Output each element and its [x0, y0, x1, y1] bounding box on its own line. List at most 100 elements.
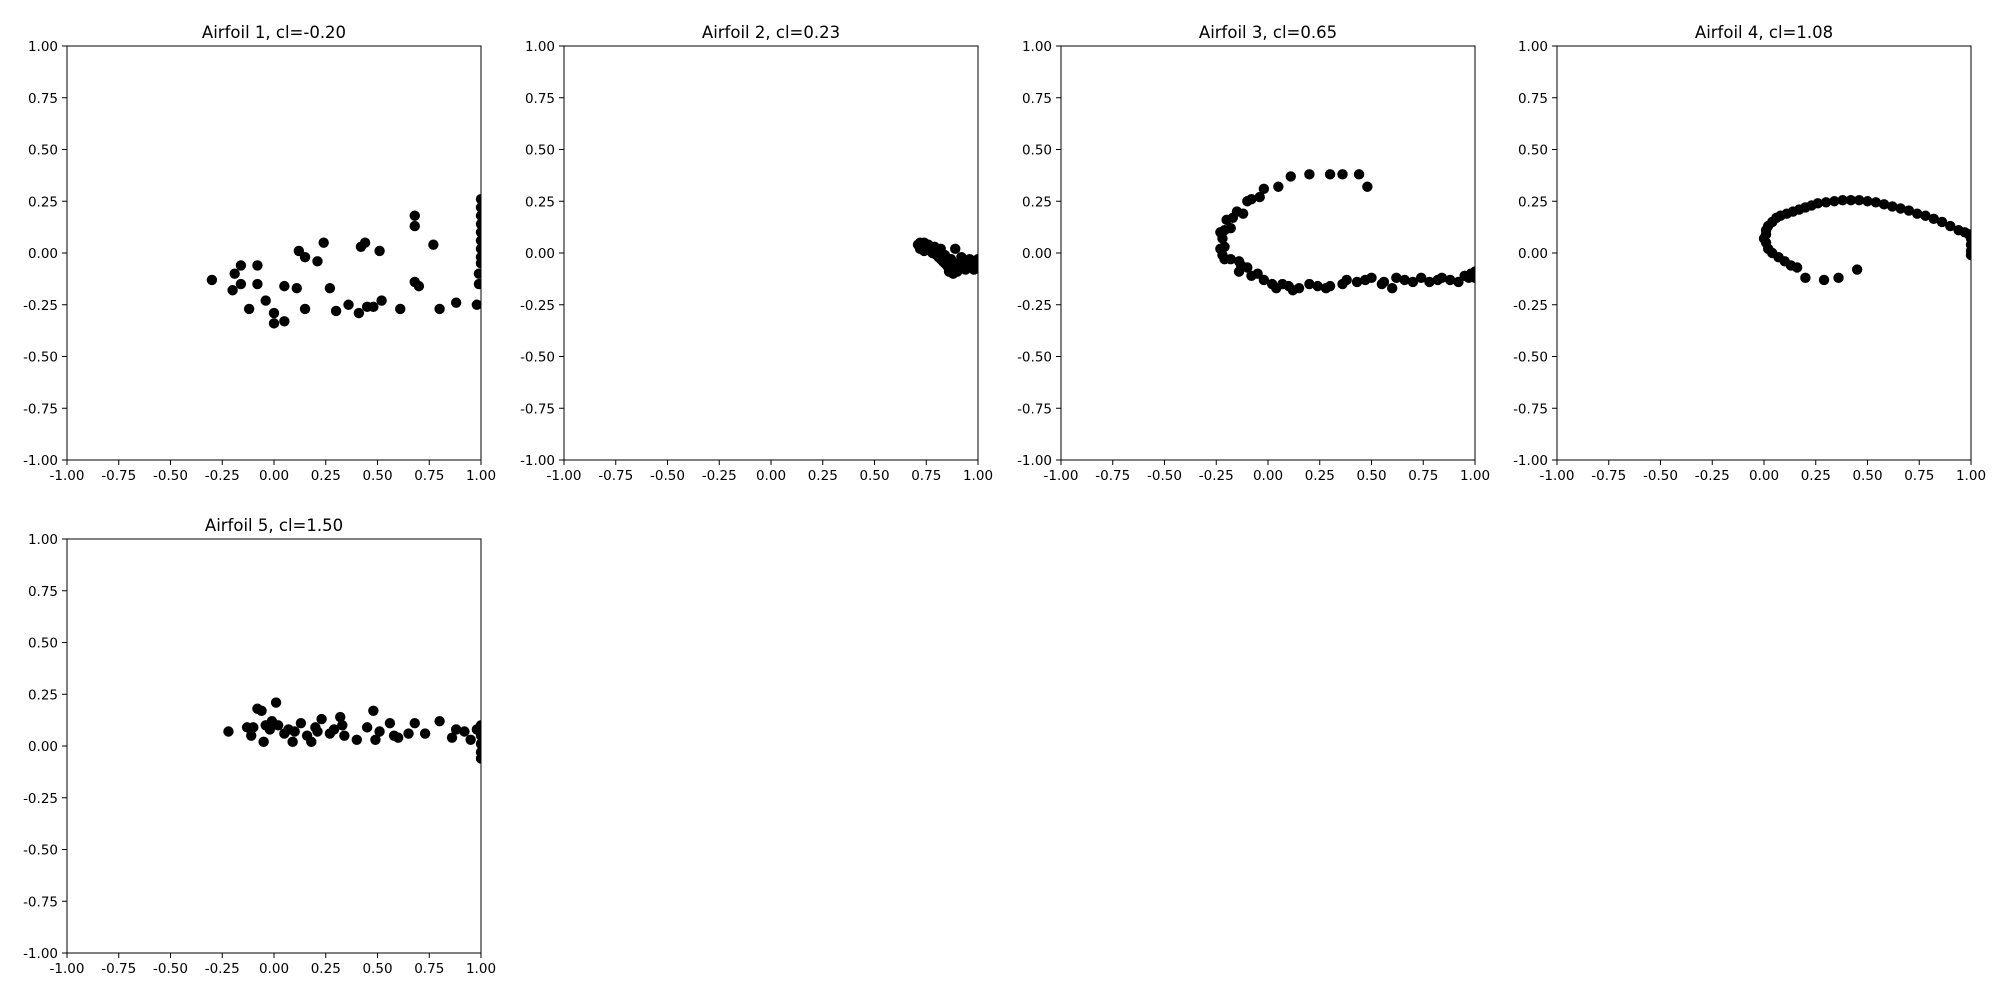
data-point [374, 245, 385, 257]
x-tick-label: -0.50 [153, 468, 188, 484]
data-point [1818, 274, 1830, 286]
data-point [450, 724, 462, 735]
data-point [943, 264, 955, 275]
y-tick-label: 0.75 [28, 91, 58, 107]
y-tick-label: 1.00 [1022, 39, 1052, 55]
y-tick-label: 0.75 [1518, 91, 1548, 107]
x-tick-label: 0.50 [1356, 468, 1386, 484]
y-tick-label: 1.00 [1518, 39, 1548, 55]
x-tick-label: -0.25 [205, 961, 240, 977]
data-point [287, 736, 298, 748]
data-point [403, 728, 414, 739]
axes-frame [563, 45, 979, 461]
data-point [1366, 272, 1377, 284]
y-tick-label: 0.00 [28, 739, 58, 755]
data-point [1312, 280, 1323, 292]
data-point [475, 227, 481, 238]
data-point [1258, 183, 1270, 195]
y-tick-label: -0.75 [23, 401, 58, 417]
data-point [475, 258, 481, 269]
data-point [1936, 216, 1948, 228]
data-point [1221, 214, 1232, 226]
data-point [393, 732, 404, 743]
data-point [1965, 249, 1971, 261]
data-point [409, 276, 420, 288]
data-point [229, 268, 240, 279]
data-point [258, 736, 269, 748]
data-point [1870, 197, 1881, 208]
y-tick-label: -1.00 [520, 453, 555, 469]
x-tick-label: 0.25 [311, 961, 341, 977]
y-tick-label: -1.00 [23, 453, 58, 469]
data-point [1233, 266, 1245, 277]
data-point [368, 301, 379, 313]
x-tick-label: -0.50 [1643, 468, 1678, 484]
x-tick-label: 0.00 [1253, 468, 1283, 484]
data-point [465, 734, 476, 745]
data-point [264, 724, 276, 735]
y-tick-label: -0.50 [520, 350, 555, 366]
data-point [351, 734, 362, 745]
chart-title: Airfoil 5, cl=1.50 [205, 516, 343, 535]
x-tick-label: -1.00 [50, 468, 85, 484]
scatter-points [223, 697, 481, 764]
x-tick-label: 0.00 [1749, 468, 1779, 484]
data-point [318, 237, 329, 248]
x-tick-label: 0.25 [311, 468, 341, 484]
data-point [235, 260, 247, 271]
data-point [1854, 195, 1865, 206]
data-point [473, 268, 481, 279]
y-tick-label: 0.50 [28, 636, 58, 652]
data-point [1391, 272, 1402, 284]
data-point [1415, 272, 1427, 284]
data-point [1928, 213, 1939, 225]
y-tick-label: 1.00 [28, 532, 58, 548]
chart-panel-4: Airfoil 4, cl=1.08 -1.00 -0.75 -0.50 -0.25 0.… [1513, 23, 1986, 484]
data-point [475, 753, 481, 764]
data-point [1945, 220, 1956, 232]
x-tick-label: 0.75 [414, 468, 444, 484]
data-point [409, 220, 420, 232]
data-point [1351, 276, 1363, 288]
data-point [279, 280, 290, 292]
data-point [335, 711, 346, 723]
chart-title: Airfoil 1, cl=-0.20 [202, 23, 346, 42]
data-point [330, 305, 342, 317]
data-point [1800, 272, 1811, 284]
data-point [328, 724, 340, 735]
x-tick-label: -0.50 [153, 961, 188, 977]
x-tick-label: 0.50 [859, 468, 889, 484]
data-point [337, 720, 348, 731]
x-tick-label: -0.25 [1695, 468, 1730, 484]
data-point [1833, 272, 1844, 284]
data-point [374, 726, 385, 737]
data-point [450, 297, 462, 308]
data-point [475, 738, 481, 750]
data-point [475, 202, 481, 213]
x-tick-label: 0.50 [1852, 468, 1882, 484]
data-point [1304, 278, 1315, 290]
y-tick-label: 0.75 [28, 584, 58, 600]
x-tick-label: 1.00 [1956, 468, 1986, 484]
chart-title: Airfoil 4, cl=1.08 [1695, 23, 1833, 42]
chart-panel-2: Airfoil 2, cl=0.23 -1.00 -0.75 -0.50 -0.25 0.… [520, 23, 993, 484]
x-tick-label: 0.75 [1904, 468, 1934, 484]
chart-panel-5: Airfoil 5, cl=1.50 -1.00 -0.75 -0.50 -0.25 0.… [23, 516, 496, 977]
axes-frame [66, 538, 482, 954]
data-point [968, 264, 978, 275]
y-tick-label: 1.00 [525, 39, 555, 55]
data-point [475, 210, 481, 221]
x-tick-label: 0.75 [911, 468, 941, 484]
data-point [1337, 169, 1348, 180]
data-point [1324, 169, 1336, 180]
data-point [355, 241, 367, 252]
y-tick-label: -0.50 [23, 843, 58, 859]
data-point [223, 726, 234, 737]
data-point [409, 210, 420, 221]
x-tick-label: -0.50 [650, 468, 685, 484]
x-tick-label: -1.00 [50, 961, 85, 977]
data-point [434, 303, 445, 315]
data-point [1903, 205, 1915, 216]
data-point [409, 718, 420, 729]
